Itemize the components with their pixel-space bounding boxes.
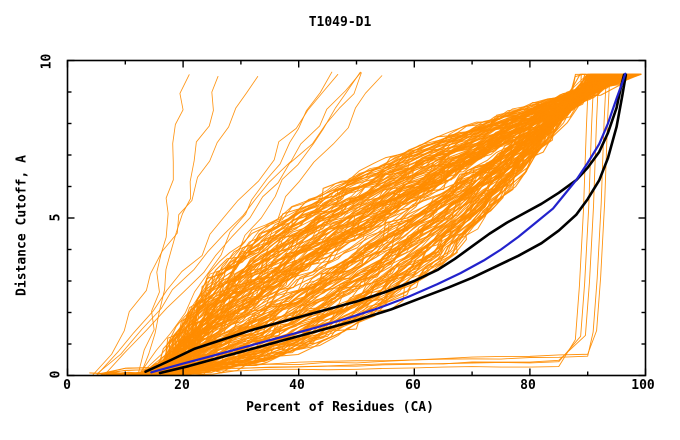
x-tick-label-0: 0 [63, 378, 71, 393]
x-tick-label-20: 20 [174, 378, 190, 393]
y-tick-label-5: 5 [48, 213, 64, 222]
highlight-curve-0 [144, 73, 626, 374]
highlight-curve-2 [150, 72, 627, 374]
prediction-curves-layer [89, 71, 642, 376]
x-tick-label-100: 100 [631, 378, 655, 393]
y-tick-label-10: 10 [39, 53, 55, 70]
x-tick-label-60: 60 [405, 378, 421, 393]
chart-title: T1049-D1 [308, 15, 372, 30]
x-axis-label: Percent of Residues (CA) [246, 400, 434, 415]
x-tick-label-80: 80 [520, 378, 536, 393]
highlight-curves-layer [144, 72, 628, 375]
x-tick-label-40: 40 [289, 378, 305, 393]
y-tick-label-0: 0 [48, 370, 64, 379]
axis-frame-layer [66, 59, 647, 377]
y-axis-label: Distance Cutoff, A [14, 155, 30, 296]
highlight-curve-1 [158, 73, 628, 375]
